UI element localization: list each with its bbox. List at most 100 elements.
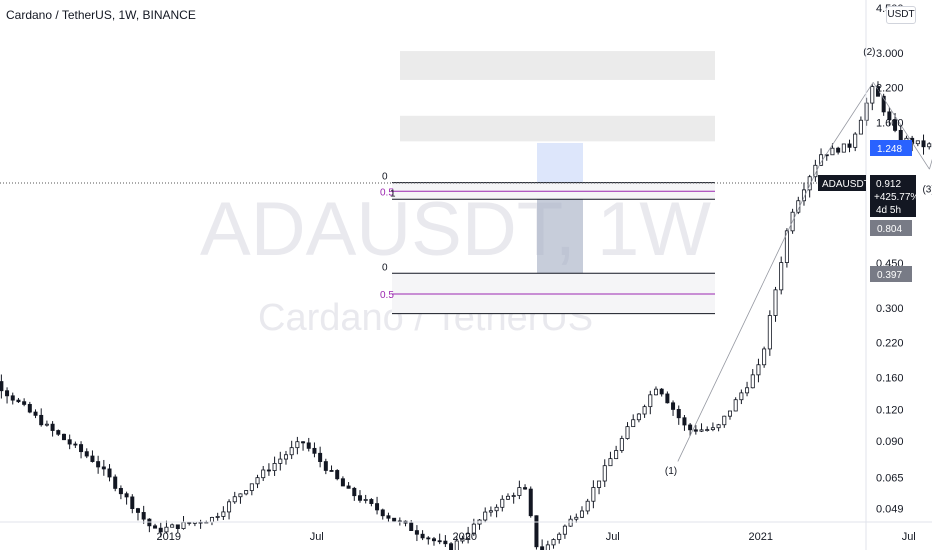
candle-body-80 [414, 530, 419, 535]
candle-body-157 [853, 133, 858, 148]
watermark-symbol: ADAUSDT, 1W [200, 187, 711, 272]
candle-body-76 [392, 517, 397, 522]
wave-label-1: (1) [665, 466, 677, 477]
candle-body-134 [722, 415, 727, 426]
candle-body-9 [10, 395, 15, 401]
candle-body-57 [283, 454, 288, 460]
candle-body-59 [295, 441, 300, 449]
zones [400, 51, 715, 274]
candle-body-163 [887, 111, 892, 121]
candle-body-12 [27, 404, 32, 413]
candle-body-116 [619, 438, 624, 451]
fib-1-bottom-label: 1 [390, 188, 396, 199]
candle-body-84 [437, 540, 442, 543]
price-tick-9: 0.090 [876, 436, 904, 448]
candle-body-104 [551, 539, 556, 546]
candle-body-23 [90, 455, 95, 462]
candle-body-152 [824, 154, 829, 157]
candle-body-94 [494, 506, 499, 512]
fib-1-top-label: 0 [382, 172, 388, 183]
candle-body-124 [665, 393, 670, 404]
annotations: (1)(2)(3)(4)(5) [665, 47, 932, 477]
candle-body-55 [272, 463, 277, 471]
fib-box-2 [392, 273, 715, 314]
candle-body-21 [79, 444, 84, 453]
price-change: +425.77% [874, 192, 919, 203]
candle-body-101 [534, 515, 539, 548]
price-tick-1: 3.000 [876, 48, 904, 60]
candle-body-15 [44, 423, 49, 426]
candle-body-28 [118, 488, 123, 495]
candle-body-136 [733, 399, 738, 412]
candle-body-11 [22, 401, 27, 405]
candle-body-8 [5, 390, 10, 397]
time-tick-1: Jul [310, 531, 324, 543]
zone-2 [400, 115, 715, 142]
candle-body-39 [181, 521, 186, 529]
candle-body-38 [175, 524, 180, 529]
candle-body-60 [301, 441, 306, 444]
candle-body-29 [124, 493, 129, 498]
candle-body-144 [779, 262, 784, 291]
level-c-tag: 0.397 [877, 270, 902, 281]
candle-body-24 [96, 461, 101, 468]
candle-body-69 [352, 487, 357, 497]
candle-body-71 [363, 499, 368, 501]
candle-body-68 [346, 485, 351, 489]
candle-body-16 [50, 423, 55, 431]
wave-connector-3 [872, 82, 930, 170]
candle-body-37 [170, 524, 175, 528]
candle-body-140 [756, 364, 761, 376]
last-price-tag-bg [870, 175, 916, 217]
wave-label-2: (2) [863, 47, 875, 58]
candle-body-25 [101, 466, 106, 470]
candle-body-165 [898, 129, 903, 142]
candle-body-53 [261, 469, 266, 479]
candle-body-120 [642, 406, 647, 415]
candle-body-61 [306, 442, 311, 449]
candle-body-117 [625, 426, 630, 439]
candle-body-106 [562, 525, 567, 535]
candle-body-58 [289, 447, 294, 456]
candle-body-44 [209, 517, 214, 523]
candle-body-126 [676, 409, 681, 419]
level-a-tag-bg [870, 140, 912, 156]
candle-body-121 [648, 394, 653, 408]
candle-body-64 [323, 461, 328, 471]
bar-countdown: 4d 5h [876, 205, 901, 216]
candle-body-149 [807, 176, 812, 191]
candle-body-153 [830, 147, 835, 156]
candle-body-119 [636, 413, 641, 421]
fib-2-top-label: 0 [382, 262, 388, 273]
price-tick-11: 0.049 [876, 504, 904, 516]
candle-body-87 [454, 540, 459, 550]
candle-body-129 [693, 429, 698, 432]
level-b-tag-bg [870, 220, 912, 236]
candle-body-47 [227, 501, 232, 513]
candle-body-96 [505, 495, 510, 500]
candle-body-170 [927, 143, 932, 148]
candle-body-133 [716, 424, 721, 429]
candle-body-115 [614, 450, 619, 460]
wave-label-3: (3) [922, 185, 932, 196]
candle-body-158 [858, 119, 863, 135]
candle-body-138 [745, 387, 750, 394]
price-tick-5: 0.300 [876, 303, 904, 315]
candle-body-50 [244, 490, 249, 495]
candle-body-148 [801, 189, 806, 202]
candle-body-82 [426, 537, 431, 540]
candle-body-169 [921, 140, 926, 148]
candle-body-122 [653, 388, 658, 396]
candle-body-109 [579, 510, 584, 518]
candle-body-45 [215, 516, 220, 518]
candle-body-73 [375, 503, 380, 511]
symbol-tag-bg [818, 175, 866, 191]
candle-body-114 [608, 458, 613, 467]
wave-connector-2 [819, 82, 874, 165]
candle-body-128 [688, 424, 693, 431]
time-tick-0: 2019 [156, 531, 180, 543]
candle-body-168 [915, 140, 920, 145]
candle-body-107 [568, 518, 573, 527]
currency-selector[interactable]: USDT [886, 6, 916, 24]
